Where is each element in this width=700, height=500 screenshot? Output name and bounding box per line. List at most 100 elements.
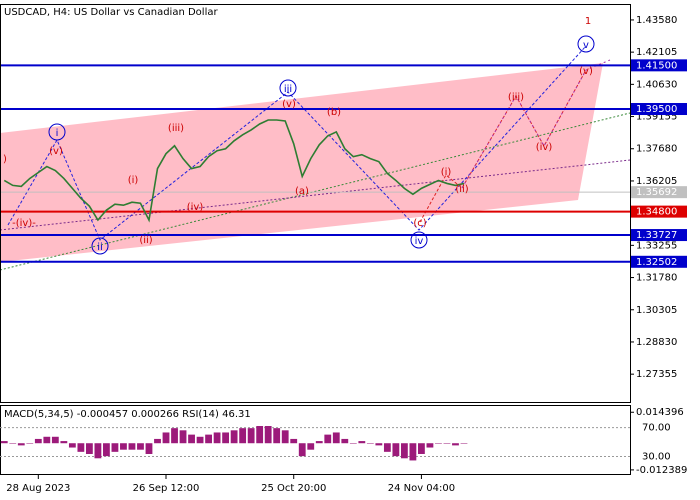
y-tick-label: 1.37680: [636, 144, 677, 155]
macd-bar: [26, 443, 34, 444]
wave-label: (v): [282, 99, 296, 110]
trend-line: [0, 112, 631, 271]
macd-bar: [349, 443, 357, 444]
macd-bar: [34, 438, 42, 444]
macd-bar: [366, 443, 374, 444]
macd-bar: [256, 426, 264, 444]
macd-bar: [60, 441, 68, 444]
wave-label: (a): [295, 186, 309, 197]
wave-label: -(iv)-: [12, 218, 36, 229]
level-label: 1.39500: [636, 104, 677, 115]
macd-bar: [111, 443, 119, 452]
level-label: 1.34800: [636, 207, 677, 218]
trend-line: [0, 159, 631, 231]
macd-bar: [85, 443, 93, 454]
wave-label: 1: [585, 16, 591, 27]
level-label-box: [631, 205, 687, 218]
macd-bar: [307, 443, 315, 450]
macd-bar: [196, 436, 204, 444]
macd-bar: [418, 443, 425, 454]
macd-bar: [205, 434, 212, 444]
wave-label: (ii): [139, 235, 152, 246]
wave-label: (iii): [508, 92, 524, 103]
level-label-box: [631, 59, 687, 72]
x-tick-label: 26 Sep 12:00: [133, 483, 200, 494]
macd-bar: [358, 441, 366, 444]
macd-bar: [230, 430, 238, 444]
indicator-title: MACD(5,34,5) -0.000457 0.000266 RSI(14) …: [4, 409, 251, 420]
macd-bar: [188, 434, 195, 444]
wave-circle: [577, 35, 595, 53]
macd-bar: [239, 428, 247, 444]
macd-bar: [137, 443, 144, 450]
y-tick-label: 1.33255: [636, 240, 677, 251]
macd-bar: [213, 432, 221, 444]
macd-bar: [290, 438, 298, 444]
wave-path: [461, 59, 611, 189]
macd-bar: [452, 443, 459, 446]
wave-label: iii: [284, 84, 292, 95]
indicator-frame: [0, 405, 631, 475]
y-tick-label: 1.31780: [636, 273, 677, 284]
macd-bar: [264, 426, 272, 444]
macd-bar: [179, 430, 187, 444]
level-label: 1.33727: [636, 230, 677, 241]
level-label-box: [631, 255, 687, 268]
price-line: [3, 119, 465, 223]
wave-label: (iii): [168, 123, 184, 134]
indicator-tick-label: 30.00: [642, 451, 671, 462]
wave-label: (i): [128, 175, 139, 186]
macd-bar: [162, 432, 170, 444]
wave-circle: [410, 231, 428, 249]
macd-bar: [332, 432, 340, 444]
macd-bar: [120, 443, 127, 450]
level-label: 1.41500: [636, 60, 677, 71]
macd-bar: [103, 443, 110, 457]
macd-bar: [128, 443, 136, 450]
y-tick-label: 1.28830: [636, 337, 677, 348]
wave-label: ): [3, 154, 7, 165]
indicator-tick-label: -0.012389: [636, 465, 687, 476]
main-frame: [0, 4, 631, 403]
wave-label: (iv): [187, 202, 204, 213]
macd-bar: [145, 443, 153, 454]
macd-bar: [51, 436, 59, 444]
macd-bar: [298, 443, 306, 457]
y-tick-label: 1.39155: [636, 112, 677, 123]
wave-path: [419, 69, 587, 223]
wave-label: (iv): [536, 142, 553, 153]
level-label-box: [631, 229, 687, 242]
macd-bar: [9, 443, 17, 444]
macd-bar: [247, 428, 255, 444]
macd-bar: [435, 443, 442, 444]
wave-label: (b): [327, 107, 341, 118]
macd-bar: [273, 428, 281, 444]
macd-bar: [154, 438, 161, 444]
macd-bar: [375, 443, 383, 446]
wave-label: (ii): [455, 184, 468, 195]
y-tick-label: 1.43580: [636, 15, 677, 26]
wave-label: ii: [97, 242, 103, 253]
indicator-tick-label: 0.014396: [636, 407, 684, 418]
macd-bar: [392, 443, 400, 457]
level-label: 1.32502: [636, 257, 677, 268]
macd-bar: [171, 428, 178, 444]
wave-circle: [91, 237, 109, 255]
last-price-box: [631, 186, 687, 199]
macd-bar: [383, 443, 391, 452]
wave-label: v: [583, 40, 589, 51]
y-tick-label: 1.36205: [636, 176, 677, 187]
x-tick-label: 24 Nov 04:00: [388, 483, 455, 494]
macd-bar: [94, 443, 102, 459]
wave-label: iv: [415, 236, 424, 247]
macd-bar: [315, 441, 323, 444]
wave-label: i: [56, 128, 59, 139]
plot-layer: [0, 64, 630, 263]
y-tick-label: 1.40630: [636, 79, 677, 90]
macd-bar: [281, 430, 289, 444]
wave-label: (c): [413, 218, 426, 229]
wave-label: (v): [49, 146, 63, 157]
macd-bar: [400, 443, 408, 459]
chart-title: USDCAD, H4: US Dollar vs Canadian Dollar: [4, 7, 218, 18]
wave-circle: [279, 79, 297, 97]
